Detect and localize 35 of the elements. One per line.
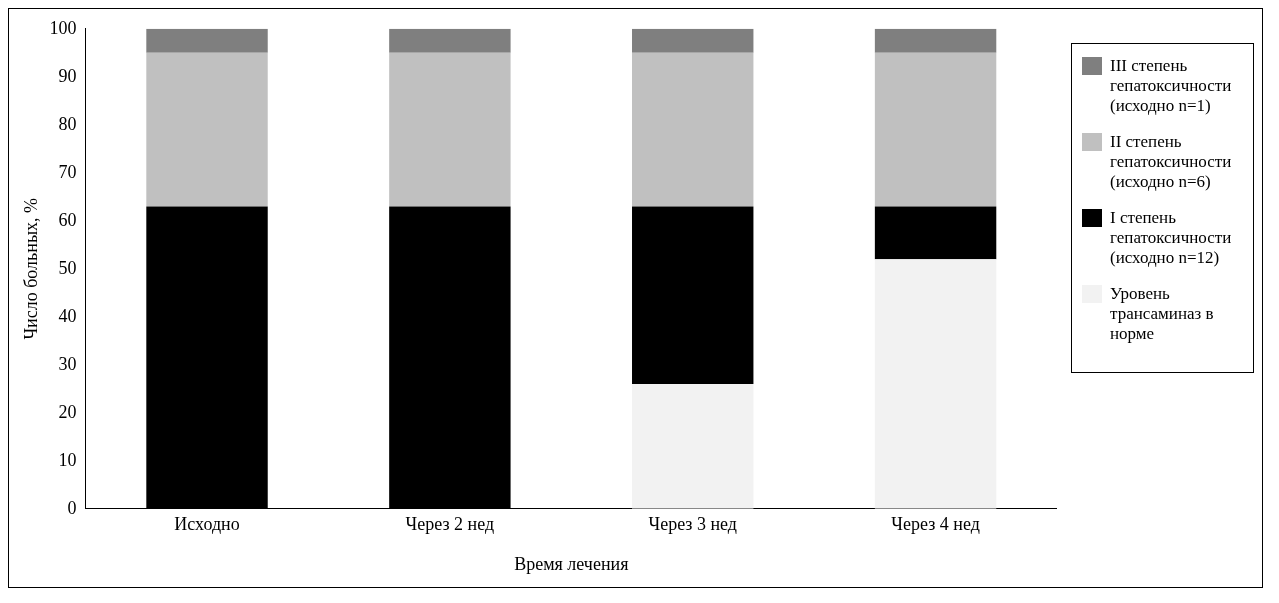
- bar: [874, 259, 997, 509]
- x-axis-title: Время лечения: [514, 553, 629, 574]
- bar: [632, 28, 754, 53]
- y-tick-label: 60: [58, 209, 77, 230]
- y-tick-label: 20: [58, 401, 77, 422]
- y-tick-label: 90: [58, 65, 77, 86]
- bar: [146, 206, 268, 509]
- bar: [632, 384, 754, 509]
- y-tick-label: 10: [58, 449, 77, 470]
- legend-label: Уровень трансаминаз в норме: [1110, 284, 1215, 344]
- y-tick-label: 50: [58, 257, 77, 278]
- bar: [632, 52, 754, 207]
- y-axis-title: Число больных, %: [20, 197, 41, 340]
- y-tick-label: 0: [67, 497, 77, 518]
- x-tick-label: Через 3 нед: [648, 514, 738, 535]
- bar: [874, 52, 997, 207]
- legend-label: III степень гепатоксичности (исходно n=1): [1110, 56, 1233, 116]
- x-tick-label: Через 4 нед: [891, 514, 980, 535]
- bar: [389, 28, 511, 53]
- bar: [632, 206, 754, 384]
- bar: [389, 52, 511, 207]
- legend-label: I степень гепатоксичности (исходно n=12): [1110, 208, 1233, 268]
- y-tick-label: 30: [58, 353, 77, 374]
- bar: [146, 52, 268, 207]
- x-tick-label: Исходно: [174, 514, 240, 535]
- bar: [389, 206, 511, 509]
- legend-label: II степень гепатоксичности (исходно n=6): [1110, 132, 1233, 192]
- y-tick-label: 80: [58, 113, 77, 134]
- bar: [874, 28, 997, 53]
- bar: [146, 28, 268, 53]
- y-tick-label: 70: [58, 161, 77, 182]
- x-tick-label: Через 2 нед: [405, 514, 495, 535]
- bar: [874, 206, 997, 260]
- y-tick-label: 100: [49, 17, 77, 38]
- y-tick-label: 40: [58, 305, 77, 326]
